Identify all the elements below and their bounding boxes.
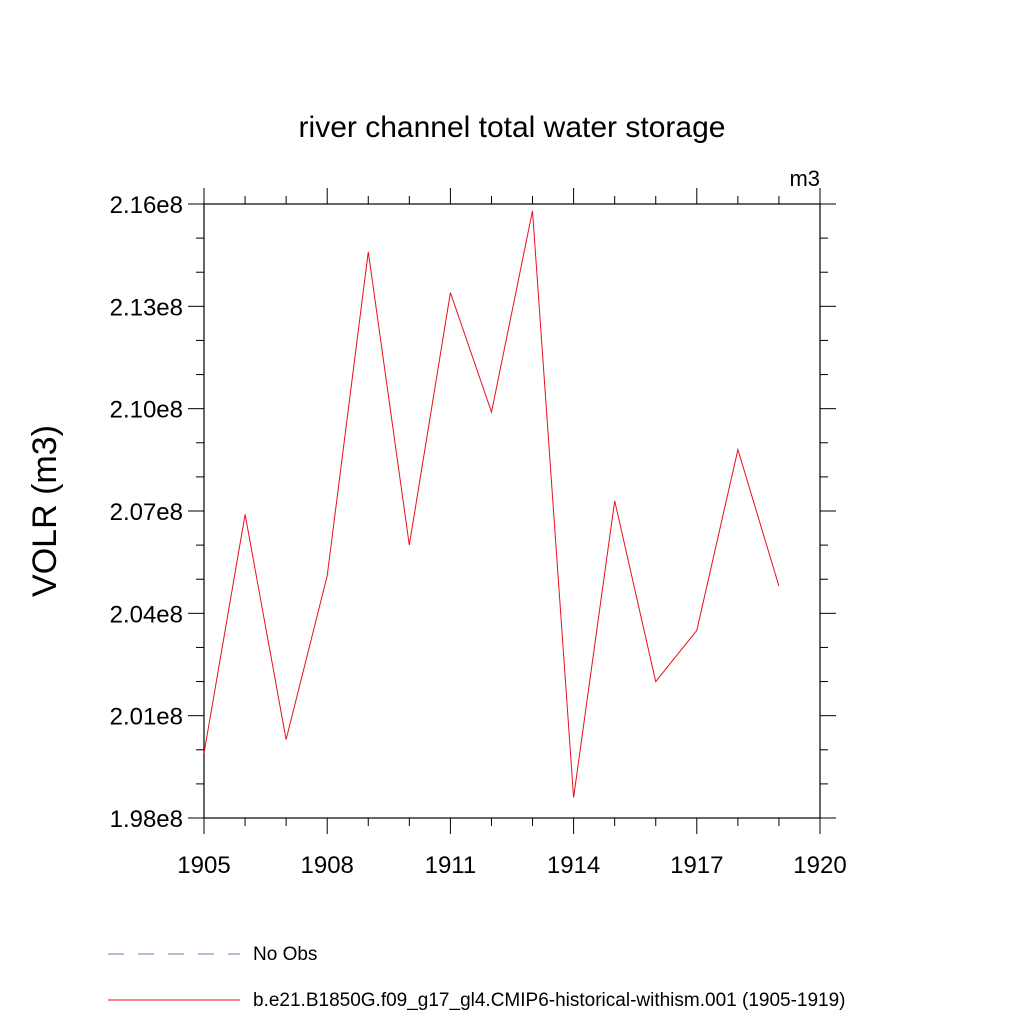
y-tick-label: 2.13e8 [110,294,183,321]
y-axis-label: VOLR (m3) [26,425,64,597]
legend-label-model: b.e21.B1850G.f09_g17_gl4.CMIP6-historica… [253,990,846,1011]
x-tick-label: 1917 [670,852,723,879]
series-line-model [203,210,780,798]
y-tick-label: 2.04e8 [110,601,183,628]
chart-title: river channel total water storage [299,111,726,144]
y-tick-label: 1.98e8 [110,806,183,833]
legend: No Obs b.e21.B1850G.f09_g17_gl4.CMIP6-hi… [108,944,846,1011]
x-tick-label: 1914 [547,852,600,879]
y-tick-label: 2.16e8 [110,192,183,219]
y-tick-label: 2.10e8 [110,397,183,424]
plot-frame [203,203,821,819]
y-tick-label: 2.01e8 [110,704,183,731]
y-tick-label: 2.07e8 [110,499,183,526]
series-layer [203,210,780,798]
x-tick-label: 1920 [793,852,846,879]
x-tick-label: 1905 [177,852,230,879]
x-tick-label: 1908 [301,852,354,879]
x-tick-label: 1911 [425,852,477,879]
units-label: m3 [789,166,820,191]
y-axis: 1.98e8 2.01e8 2.04e8 2.07e8 2.10e8 2.13e8 2.16… [110,192,836,833]
legend-label-no-obs: No Obs [253,944,317,965]
x-axis: 1905 1908 1911 1914 1917 1920 [177,188,847,879]
